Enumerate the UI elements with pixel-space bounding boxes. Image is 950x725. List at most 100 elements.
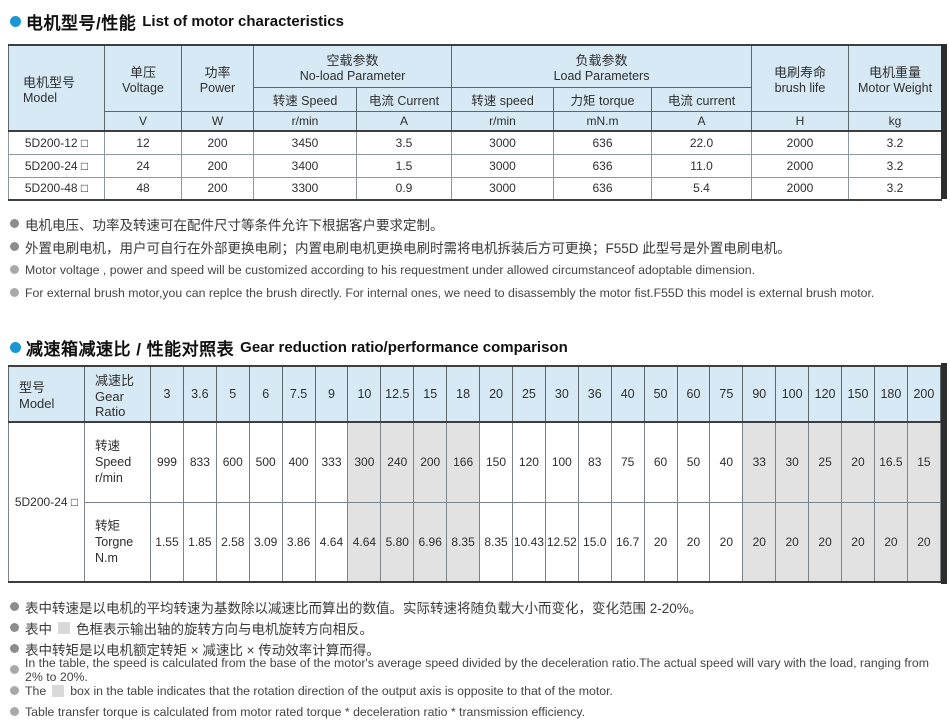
- motor-characteristics-table: 电机型号 Model 单压 Voltage 功率 Power 空载参数 No-l…: [8, 44, 943, 201]
- note-line: 电机电压、功率及转速可在配件尺寸等条件允许下根据客户要求定制。: [10, 212, 950, 235]
- motor-value-cell: 3450: [253, 130, 357, 155]
- ratio-header-cell: 75: [709, 365, 744, 423]
- legend-box-icon: [52, 684, 65, 697]
- motor-value-cell: 1.5: [355, 153, 453, 178]
- speed-value-cell: 200: [413, 421, 448, 503]
- motor-value-cell: 3000: [451, 153, 555, 178]
- note-bullet-icon: [10, 602, 19, 611]
- motor-value-cell: 11.0: [651, 153, 753, 178]
- ratio-header-cell: 12.5: [380, 365, 415, 423]
- ratio-header-cell: 3: [150, 365, 184, 423]
- torque-value-cell: 20: [906, 501, 942, 583]
- motor-value-cell: 22.0: [651, 130, 753, 155]
- note-line: 表中转速是以电机的平均转速为基数除以减速比而算出的数值。实际转速将随负载大小而变…: [10, 596, 950, 617]
- note-bullet-icon: [10, 686, 19, 695]
- note-bullet-icon: [10, 288, 19, 297]
- torque-value-cell: 20: [676, 501, 711, 583]
- ratio-header-cell: 6: [248, 365, 283, 423]
- torque-value-cell: 12.52: [544, 501, 579, 583]
- speed-value-cell: 240: [380, 421, 415, 503]
- col-header-noload-current: 电流 Current: [355, 86, 453, 112]
- ratio-header-cell: 15: [413, 365, 448, 423]
- note-bullet-icon: [10, 242, 19, 251]
- motor-value-cell: 48: [104, 176, 182, 201]
- ratio-header-cell: 7.5: [281, 365, 316, 423]
- speed-value-cell: 333: [314, 421, 349, 503]
- bullet-icon: [10, 15, 21, 27]
- section-title-en: Gear reduction ratio/performance compari…: [240, 338, 568, 356]
- unit-load-speed: r/min: [451, 110, 555, 132]
- note-line: In the table, the speed is calculated fr…: [10, 656, 950, 684]
- speed-value-cell: 100: [544, 421, 579, 503]
- torque-value-cell: 6.96: [413, 501, 448, 583]
- note-bullet-icon: [10, 665, 19, 674]
- col-header-model-en: Model: [23, 90, 58, 105]
- speed-value-cell: 166: [446, 421, 481, 503]
- torque-value-cell: 8.35: [479, 501, 513, 583]
- ratio-header-cell: 20: [479, 365, 513, 423]
- motor-value-cell: 12: [104, 130, 182, 155]
- motor-value-cell: 2000: [751, 176, 850, 201]
- motor-value-cell: 636: [553, 130, 653, 155]
- speed-value-cell: 500: [248, 421, 283, 503]
- unit-voltage: V: [104, 110, 182, 132]
- ratio-header-cell: 36: [577, 365, 612, 423]
- torque-value-cell: 1.55: [150, 501, 184, 583]
- motor-value-cell: 200: [181, 176, 254, 201]
- speed-value-cell: 75: [610, 421, 645, 503]
- speed-value-cell: 300: [347, 421, 382, 503]
- motor-value-cell: 3300: [253, 176, 357, 201]
- torque-value-cell: 15.0: [577, 501, 612, 583]
- motor-value-cell: 3000: [451, 176, 555, 201]
- note-text: For external brush motor,you can replce …: [25, 285, 875, 300]
- note-text: 表中转矩是以电机额定转矩 × 减速比 × 传动效率计算而得。: [25, 642, 380, 658]
- gear-ratio-table: 型号 Model 减速比 Gear Ratio 3 3.6 5 6 7.5 9 10 12.5…: [8, 365, 942, 583]
- ratio-header-cell: 3.6: [182, 365, 217, 423]
- section-title-zh: 电机型号/性能: [26, 13, 137, 33]
- gear-col-header-ratio: 减速比 Gear Ratio: [84, 365, 151, 423]
- motor-value-cell: 2000: [751, 153, 850, 178]
- col-header-power: 功率 Power: [181, 44, 254, 112]
- section-title-zh: 减速箱减速比 / 性能对照表: [26, 339, 235, 359]
- gear-model-cell: 5D200-24 □: [8, 421, 85, 583]
- ratio-header-cell: 10: [347, 365, 382, 423]
- note-line: 表中转矩是以电机额定转矩 × 减速比 × 传动效率计算而得。: [10, 638, 950, 659]
- bullet-icon: [10, 341, 21, 353]
- motor-value-cell: 5.4: [651, 176, 753, 201]
- ratio-header-cell: 40: [610, 365, 645, 423]
- note-line: 外置电刷电机，用户可自行在外部更换电刷；内置电刷电机更换电刷时需将电机拆装后方可…: [10, 235, 950, 258]
- ratio-header-cell: 100: [775, 365, 810, 423]
- motor-value-cell: 3.2: [848, 130, 943, 155]
- torque-value-cell: 16.7: [610, 501, 645, 583]
- motor-value-cell: 3.2: [848, 153, 943, 178]
- ratio-header-cell: 50: [643, 365, 678, 423]
- speed-value-cell: 600: [215, 421, 250, 503]
- unit-load-torque: mN.m: [553, 110, 653, 132]
- ratio-header-cell: 9: [314, 365, 349, 423]
- torque-value-cell: 10.43: [511, 501, 546, 583]
- speed-value-cell: 60: [643, 421, 678, 503]
- motor-value-cell: 3.2: [848, 176, 943, 201]
- torque-value-cell: 20: [709, 501, 744, 583]
- motor-table-row: 5D200-24 □ 24 200 3400 1.5 3000 636 11.0 2000 3.2: [8, 153, 943, 178]
- col-header-motor-weight: 电机重量 Motor Weight: [848, 44, 943, 112]
- gear-notes: 表中转速是以电机的平均转速为基数除以减速比而算出的数值。实际转速将随负载大小而变…: [10, 596, 950, 722]
- torque-row-label: 转矩 Torgne N.m: [84, 501, 151, 583]
- torque-value-cell: 20: [742, 501, 777, 583]
- torque-value-cell: 3.09: [248, 501, 283, 583]
- speed-value-cell: 40: [709, 421, 744, 503]
- group-header-load: 负载参数 Load Parameters: [451, 44, 753, 88]
- unit-noload-speed: r/min: [253, 110, 357, 132]
- ratio-header-cell: 90: [742, 365, 777, 423]
- motor-value-cell: 3000: [451, 130, 555, 155]
- speed-value-cell: 999: [150, 421, 184, 503]
- speed-value-cell: 120: [511, 421, 546, 503]
- motor-model-cell: 5D200-12 □: [8, 130, 105, 155]
- motor-value-cell: 3.5: [355, 130, 453, 155]
- motor-model-cell: 5D200-48 □: [8, 176, 105, 201]
- speed-value-cell: 25: [808, 421, 843, 503]
- note-text: 外置电刷电机，用户可自行在外部更换电刷；内置电刷电机更换电刷时需将电机拆装后方可…: [25, 240, 791, 256]
- torque-value-cell: 20: [841, 501, 875, 583]
- speed-value-cell: 83: [577, 421, 612, 503]
- gear-col-header-model: 型号 Model: [8, 365, 85, 423]
